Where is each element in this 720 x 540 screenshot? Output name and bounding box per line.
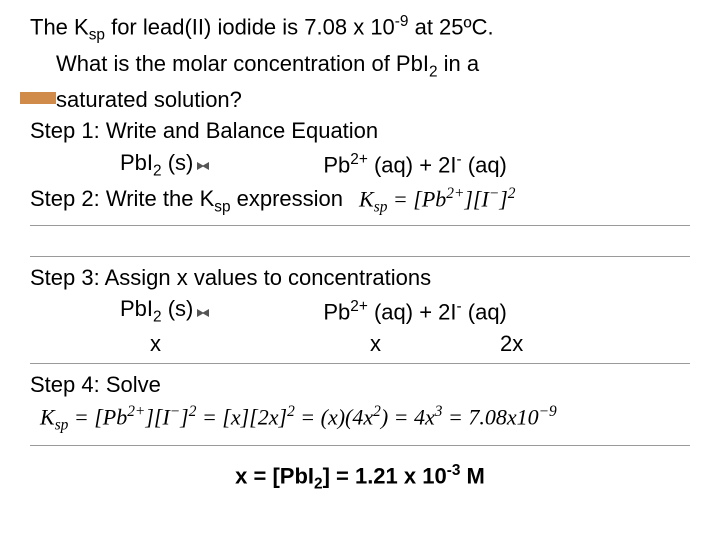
text: (aq) + 2I [368, 152, 457, 177]
text: M [460, 463, 484, 488]
sup-2plus: 2+ [350, 298, 368, 315]
divider [30, 363, 690, 364]
text: = (x)(4x [295, 405, 373, 430]
text: = [Pb [387, 187, 446, 212]
divider [30, 256, 690, 257]
final-answer: x = [PbI2] = 1.21 x 10-3 M [30, 462, 690, 494]
text: x = [PbI [235, 463, 314, 488]
reactant: PbI2 (s) [120, 148, 193, 182]
accent-bar [20, 92, 56, 104]
text: (aq) [462, 299, 507, 324]
text: What is the molar concentration of PbI [56, 51, 429, 76]
sup-2plus: 2+ [127, 403, 145, 420]
step3-label: Step 3: Assign x values to concentration… [30, 263, 690, 293]
text: = [x][2x] [196, 405, 287, 430]
sub-2: 2 [429, 63, 438, 80]
sup-2: 2 [287, 403, 295, 420]
problem-line-2: What is the molar concentration of PbI2 … [30, 49, 690, 83]
text: = 7.08x10 [442, 405, 538, 430]
sup-2: 2 [373, 403, 381, 420]
step2-row: Step 2: Write the Ksp expression Ksp = [… [30, 184, 690, 219]
text: Step 4: Solve [30, 372, 161, 397]
problem-line-1: The Ksp for lead(II) iodide is 7.08 x 10… [30, 12, 690, 47]
sub-sp: sp [214, 199, 230, 216]
text: for lead(II) iodide is 7.08 x 10 [105, 14, 395, 39]
text: (s) [162, 296, 194, 321]
x-value-2: x [370, 331, 500, 357]
text: (aq) [462, 152, 507, 177]
sup-2plus: 2+ [446, 185, 464, 202]
problem-line-3: saturated solution? [30, 85, 690, 115]
text: Step 1: Write and Balance Equation [30, 118, 378, 143]
text: saturated solution? [56, 87, 242, 112]
sub-2: 2 [153, 309, 162, 326]
sub-2: 2 [153, 162, 162, 179]
text: K [359, 187, 374, 212]
sup-neg9: −9 [539, 403, 557, 420]
products: Pb2+ (aq) + 2I- (aq) [323, 297, 507, 327]
text: ) = 4x [381, 405, 435, 430]
text: (aq) + 2I [368, 299, 457, 324]
text: at 25ºC. [408, 14, 493, 39]
text: ][I [145, 405, 169, 430]
text: ] = 1.21 x 10 [323, 463, 447, 488]
sup-neg3: -3 [447, 462, 461, 479]
text: ] [180, 405, 189, 430]
text: Step 2: Write the K [30, 186, 214, 211]
divider [30, 445, 690, 446]
text: Pb [323, 299, 350, 324]
reactant: PbI2 (s) [120, 294, 193, 328]
step3-x-values: x x 2x [30, 331, 690, 357]
text: PbI [120, 296, 153, 321]
step2-label: Step 2: Write the Ksp expression [30, 184, 343, 218]
x-value-1: x [150, 331, 370, 357]
step1-label: Step 1: Write and Balance Equation [30, 116, 690, 146]
text: PbI [120, 150, 153, 175]
sup-minus: − [489, 185, 499, 202]
sup-neg9: -9 [395, 13, 409, 30]
sub-sp: sp [374, 199, 388, 216]
step1-equation: PbI2 (s) Pb2+ (aq) + 2I- (aq) [30, 148, 690, 182]
ksp-expression: Ksp = [Pb2+][I−]2 [359, 184, 515, 219]
products: Pb2+ (aq) + 2I- (aq) [323, 150, 507, 180]
step3-equation: PbI2 (s) Pb2+ (aq) + 2I- (aq) [30, 294, 690, 328]
text: (s) [162, 150, 194, 175]
sub-2: 2 [314, 476, 323, 493]
sup-2: 2 [508, 185, 516, 202]
text: expression [231, 186, 344, 211]
text: ] [499, 187, 508, 212]
sub-sp: sp [55, 417, 69, 434]
sup-2plus: 2+ [350, 151, 368, 168]
step4-label: Step 4: Solve [30, 370, 690, 400]
text: Pb [323, 152, 350, 177]
divider [30, 225, 690, 226]
x-value-3: 2x [500, 331, 600, 357]
sup-minus: − [170, 403, 180, 420]
step4-equation: Ksp = [Pb2+][I−]2 = [x][2x]2 = (x)(4x2) … [30, 403, 690, 435]
sub-sp: sp [89, 27, 105, 44]
text: Step 3: Assign x values to concentration… [30, 265, 431, 290]
text: K [40, 405, 55, 430]
text: in a [438, 51, 480, 76]
text: = [Pb [68, 405, 127, 430]
text: ][I [464, 187, 488, 212]
text: The K [30, 14, 89, 39]
